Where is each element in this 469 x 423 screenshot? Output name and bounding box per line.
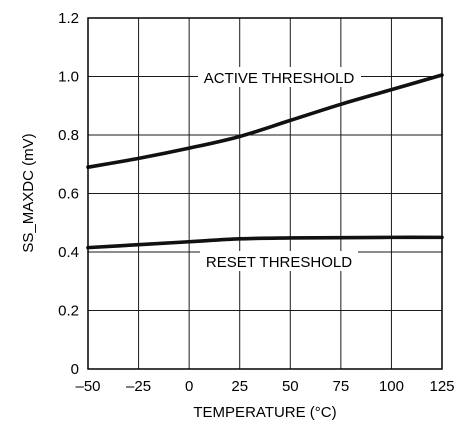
x-tick-label: –50 [75, 378, 100, 395]
y-tick-labels: 0 0.2 0.4 0.6 0.8 1.0 1.2 [58, 10, 79, 378]
plot-frame [87, 17, 443, 370]
x-tick-label: 25 [231, 378, 248, 395]
y-tick-label: 0.4 [58, 244, 79, 261]
y-tick-label: 0.8 [58, 127, 79, 144]
active-threshold-label: ACTIVE THRESHOLD [204, 70, 355, 87]
y-axis-label: SS_MAXDC (mV) [20, 133, 37, 252]
x-tick-label: 0 [185, 378, 193, 395]
y-tick-label: 0 [71, 361, 79, 378]
x-tick-labels: –50 –25 0 25 50 75 100 125 [75, 378, 454, 395]
active-threshold-label-bg [198, 67, 361, 87]
x-tick-label: 75 [333, 378, 350, 395]
annotations: ACTIVE THRESHOLD RESET THRESHOLD [198, 67, 361, 271]
series-lines [86, 73, 444, 250]
reset-threshold-line [86, 235, 444, 250]
x-tick-label: 125 [429, 378, 454, 395]
reset-threshold-label: RESET THRESHOLD [206, 254, 352, 271]
y-tick-label: 0.2 [58, 303, 79, 320]
x-tick-label: 100 [379, 378, 404, 395]
reset-threshold-label-bg [200, 251, 358, 271]
y-tick-label: 1.0 [58, 69, 79, 86]
y-tick-label: 0.6 [58, 186, 79, 203]
active-threshold-line [86, 73, 444, 169]
x-tick-label: –25 [126, 378, 151, 395]
y-tick-label: 1.2 [58, 10, 79, 27]
x-tick-label: 50 [282, 378, 299, 395]
x-axis-label: TEMPERATURE (°C) [193, 404, 336, 421]
